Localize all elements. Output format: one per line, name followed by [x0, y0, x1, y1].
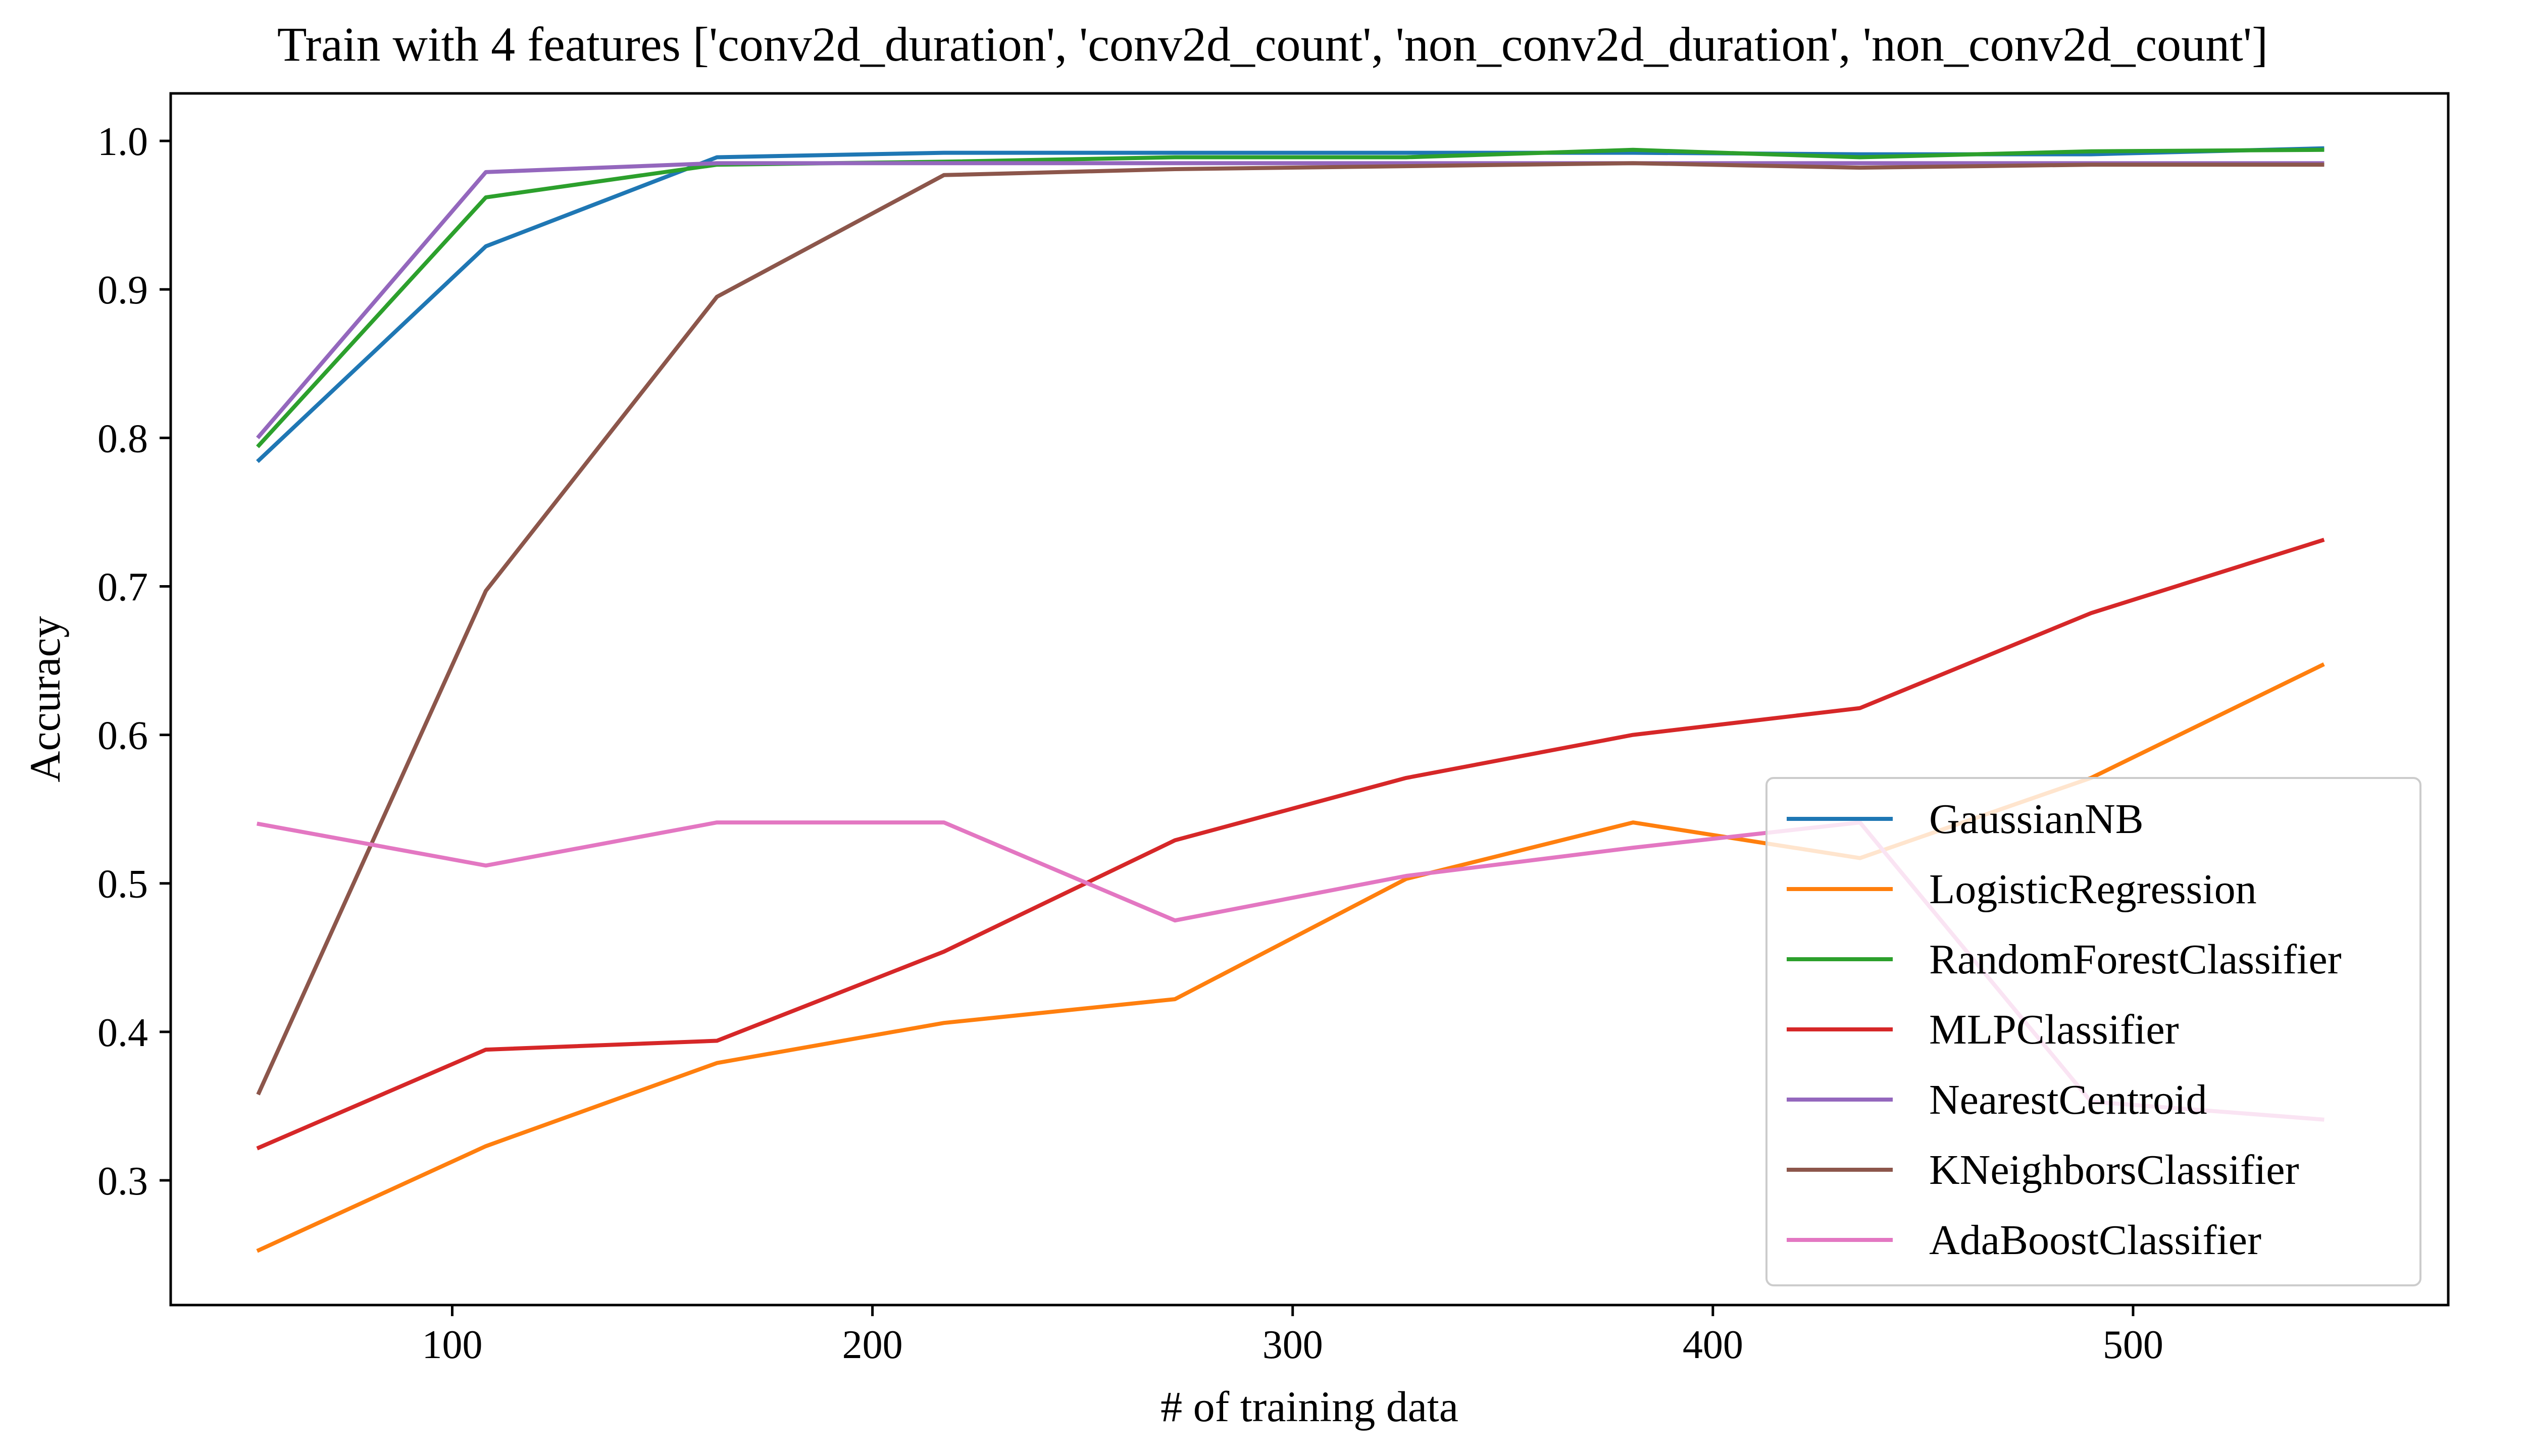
y-tick-label: 0.5 [97, 862, 148, 907]
legend-box [1765, 777, 2421, 1286]
chart-title: Train with 4 features ['conv2d_duration'… [277, 17, 2268, 71]
legend-label: NearestCentroid [1929, 1076, 2207, 1123]
y-axis-ticks: 0.3 0.4 0.5 0.6 0.7 0.8 0.9 1.0 [97, 120, 171, 1204]
x-tick-label: 200 [842, 1323, 903, 1367]
series-line-kneighborsclassifier [256, 161, 2325, 1096]
series-line-nearestcentroid [256, 161, 2325, 440]
legend-label: GaussianNB [1929, 796, 2144, 843]
y-tick-label: 1.0 [97, 120, 148, 164]
x-axis-ticks: 100 200 300 400 500 [422, 1305, 2163, 1367]
x-tick-label: 500 [2103, 1323, 2163, 1367]
y-tick-label: 0.6 [97, 714, 148, 758]
legend-label: AdaBoostClassifier [1929, 1217, 2261, 1264]
y-tick-label: 0.9 [97, 268, 148, 313]
x-axis-label: # of training data [1160, 1382, 1458, 1431]
x-tick-label: 300 [1262, 1323, 1323, 1367]
y-tick-label: 0.8 [97, 417, 148, 461]
legend: GaussianNB LogisticRegression RandomForest… [1765, 777, 2421, 1286]
legend-label: KNeighborsClassifier [1929, 1147, 2299, 1193]
x-tick-label: 400 [1683, 1323, 1743, 1367]
legend-label: LogisticRegression [1929, 866, 2257, 913]
y-tick-label: 0.3 [97, 1159, 148, 1204]
legend-label: MLPClassifier [1929, 1006, 2179, 1053]
x-tick-label: 100 [422, 1323, 483, 1367]
legend-label: RandomForestClassifier [1929, 936, 2342, 983]
y-tick-label: 0.4 [97, 1011, 148, 1055]
legend-items: GaussianNB LogisticRegression RandomForest… [1787, 796, 2342, 1264]
series-line-mlpclassifier [256, 538, 2325, 1151]
plot-frame [169, 92, 2450, 1307]
series-line-randomforestclassifier [256, 147, 2325, 448]
y-axis-label: Accuracy [21, 616, 69, 782]
y-tick-label: 0.7 [97, 565, 148, 609]
